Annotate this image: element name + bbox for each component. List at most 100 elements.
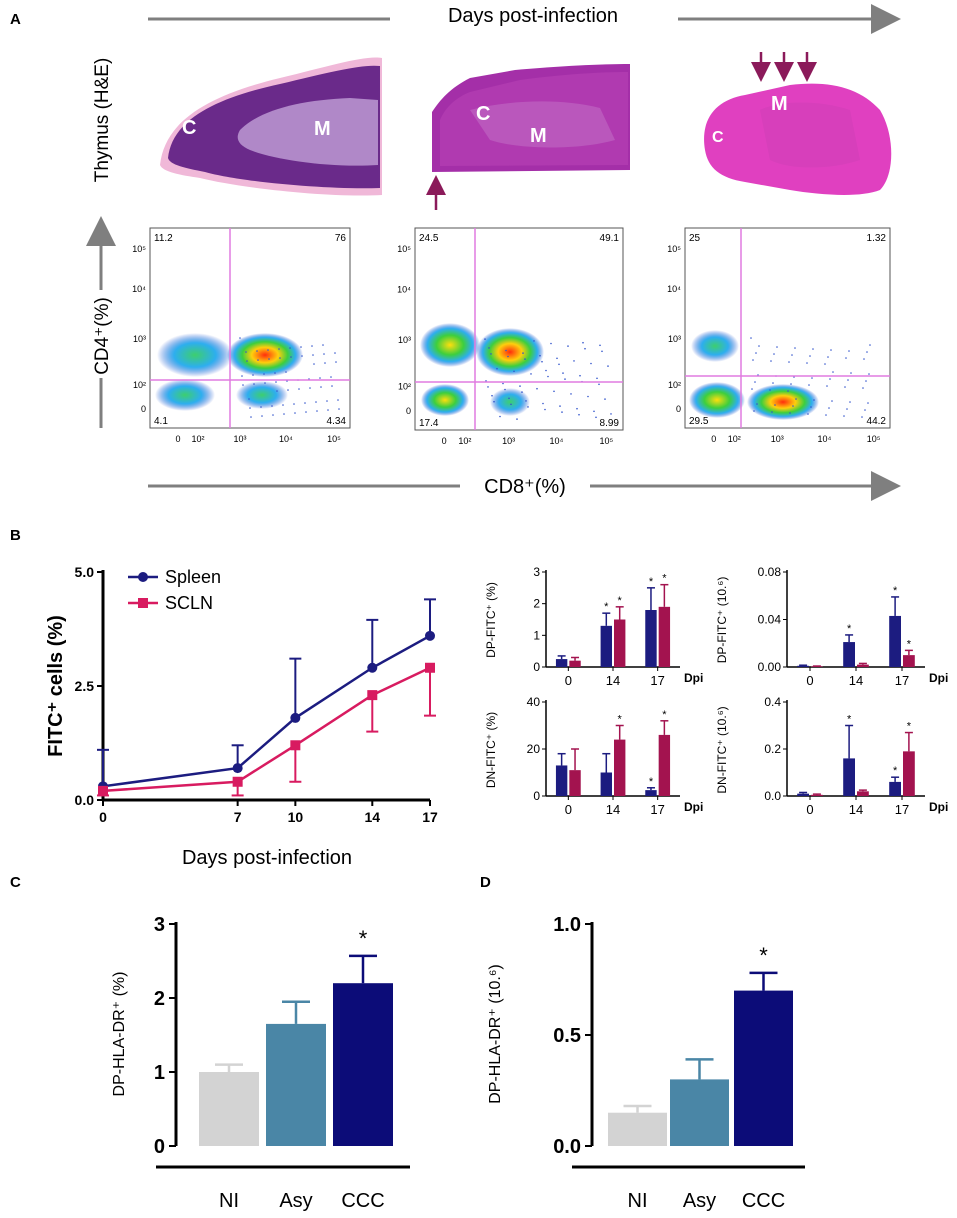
flow-event-dot: [513, 370, 515, 373]
y-axis-title: DP-FITC⁺ (10.⁶): [715, 577, 729, 664]
flow-event-dot: [239, 337, 241, 339]
flow-event-dot: [305, 411, 307, 413]
flow-event-dot: [271, 405, 273, 407]
flow-event-dot: [827, 356, 829, 358]
flow-y-tick: 10⁴: [667, 284, 681, 294]
x-tick-label: 0: [565, 802, 572, 817]
bar-scln: [569, 770, 581, 796]
flow-event-dot: [863, 358, 865, 360]
quadrant-upper-left: 11.2: [154, 233, 173, 244]
flow-event-dot: [488, 347, 490, 349]
flow-event-dot: [772, 382, 774, 384]
flow-y-tick: 10⁵: [132, 244, 146, 254]
flow-event-dot: [493, 400, 495, 403]
flow-event-dot: [263, 373, 265, 375]
flow-x-tick: 0: [175, 434, 180, 444]
flow-x-tick: 10⁴: [279, 434, 293, 444]
x-unit-label: Dpi: [929, 800, 948, 814]
x-tick-label: 14: [606, 802, 620, 817]
histology-3-medulla: M: [771, 93, 788, 115]
flow-event-dot: [755, 352, 757, 354]
y-axis-title: DP-HLA-DR⁺ (%): [111, 972, 128, 1097]
flow-event-dot: [865, 380, 867, 382]
flow-event-dot: [562, 372, 564, 374]
panel-label-d: D: [480, 874, 491, 891]
flow-event-dot: [337, 399, 339, 401]
y-tick-label: 1.0: [553, 914, 581, 936]
significance-marker: *: [893, 585, 898, 597]
flow-event-dot: [282, 404, 284, 406]
flow-event-dot: [825, 414, 827, 416]
flow-event-dot: [335, 361, 337, 363]
flow-event-dot: [579, 374, 581, 377]
x-tick-label: 17: [895, 673, 909, 688]
flow-event-dot: [524, 358, 526, 360]
bar-scln: [658, 734, 671, 796]
flow-event-dot: [806, 362, 808, 364]
chart-dp-fitc-abs: 0.00 0.04 0.08 0 14 * 17 * * Dpi DP-FITC⁺ (10.⁶): [715, 565, 948, 688]
flow-event-dot: [544, 408, 546, 411]
chart-dn-fitc-pct: 0 20 40 0 14 * 17 * * Dpi DN-FITC⁺ (%): [484, 695, 703, 817]
flow-event-dot: [250, 416, 252, 418]
flow-event-dot: [811, 377, 813, 379]
y-tick-label: 0.0: [764, 789, 781, 803]
flow-event-dot: [499, 415, 501, 418]
flow-event-dot: [241, 375, 243, 377]
flow-event-dot: [844, 386, 846, 388]
bar-ni: [608, 1112, 667, 1146]
bar-spleen: [645, 610, 657, 667]
x-tick-label: 14: [606, 673, 620, 688]
flow-event-dot: [313, 363, 315, 365]
flow-y-tick: 10²: [398, 382, 411, 392]
flow-event-dot: [826, 385, 828, 387]
bar-spleen: [555, 659, 568, 667]
flow-x-tick: 0: [442, 436, 447, 446]
y-tick-label: 2: [533, 597, 540, 611]
histology-image-2: C M: [426, 64, 630, 210]
flow-event-dot: [338, 408, 340, 410]
flow-event-dot: [267, 349, 269, 351]
x-tick-label: 17: [650, 673, 664, 688]
quadrant-lower-left: 29.5: [689, 416, 709, 427]
flow-event-dot: [311, 345, 313, 347]
flow-y-tick: 10⁴: [397, 285, 411, 295]
y-axis-title: DN-FITC⁺ (10.⁶): [715, 706, 729, 793]
histology-3-cortex: C: [712, 129, 724, 146]
flow-x-tick: 10⁴: [817, 434, 831, 444]
flow-event-dot: [582, 341, 584, 344]
flow-event-dot: [868, 373, 870, 375]
significance-marker: *: [847, 714, 852, 726]
top-arrow-label: Days post-infection: [448, 5, 618, 27]
flow-event-dot: [533, 340, 535, 342]
flow-event-dot: [795, 398, 797, 400]
flow-event-dot: [570, 393, 572, 395]
flow-event-dot: [276, 390, 278, 392]
bar-spleen: [889, 781, 901, 796]
flow-event-dot: [830, 349, 832, 351]
flow-event-dot: [824, 363, 826, 365]
flow-density-cluster: [747, 384, 819, 420]
flow-event-dot: [319, 377, 321, 379]
data-point: [232, 763, 243, 774]
bar-scln: [569, 660, 581, 667]
flow-plot-1: 11.2 76 4.1 4.34 10⁵ 10⁴ 10³ 10² 0 0 10² 10³ 10⁴ 10⁵: [132, 227, 351, 444]
significance-marker: *: [662, 709, 667, 721]
bottom-arrow-label: CD8⁺(%): [484, 476, 566, 498]
flow-event-dot: [261, 415, 263, 417]
flow-event-dot: [584, 347, 586, 350]
panel-label-c: C: [10, 874, 21, 891]
flow-event-dot: [831, 400, 833, 402]
histology-1-cortex: C: [182, 117, 196, 139]
panel-label-b: B: [10, 527, 21, 544]
bar-spleen: [797, 793, 809, 796]
y-tick-label: 0.0: [553, 1136, 581, 1158]
x-tick-label: NI: [628, 1190, 648, 1212]
x-tick-label: 0: [806, 673, 813, 688]
flow-event-dot: [788, 361, 790, 363]
chart-dp-hla-dr-pct: 0 1 2 3 NI Asy * CCC DP-HLA-DR⁺ (%): [111, 914, 410, 1212]
flow-event-dot: [578, 413, 580, 416]
flow-event-dot: [547, 375, 549, 378]
y-tick-label: 0.00: [758, 660, 782, 674]
significance-marker: *: [649, 576, 654, 588]
significance-marker: *: [893, 765, 898, 777]
